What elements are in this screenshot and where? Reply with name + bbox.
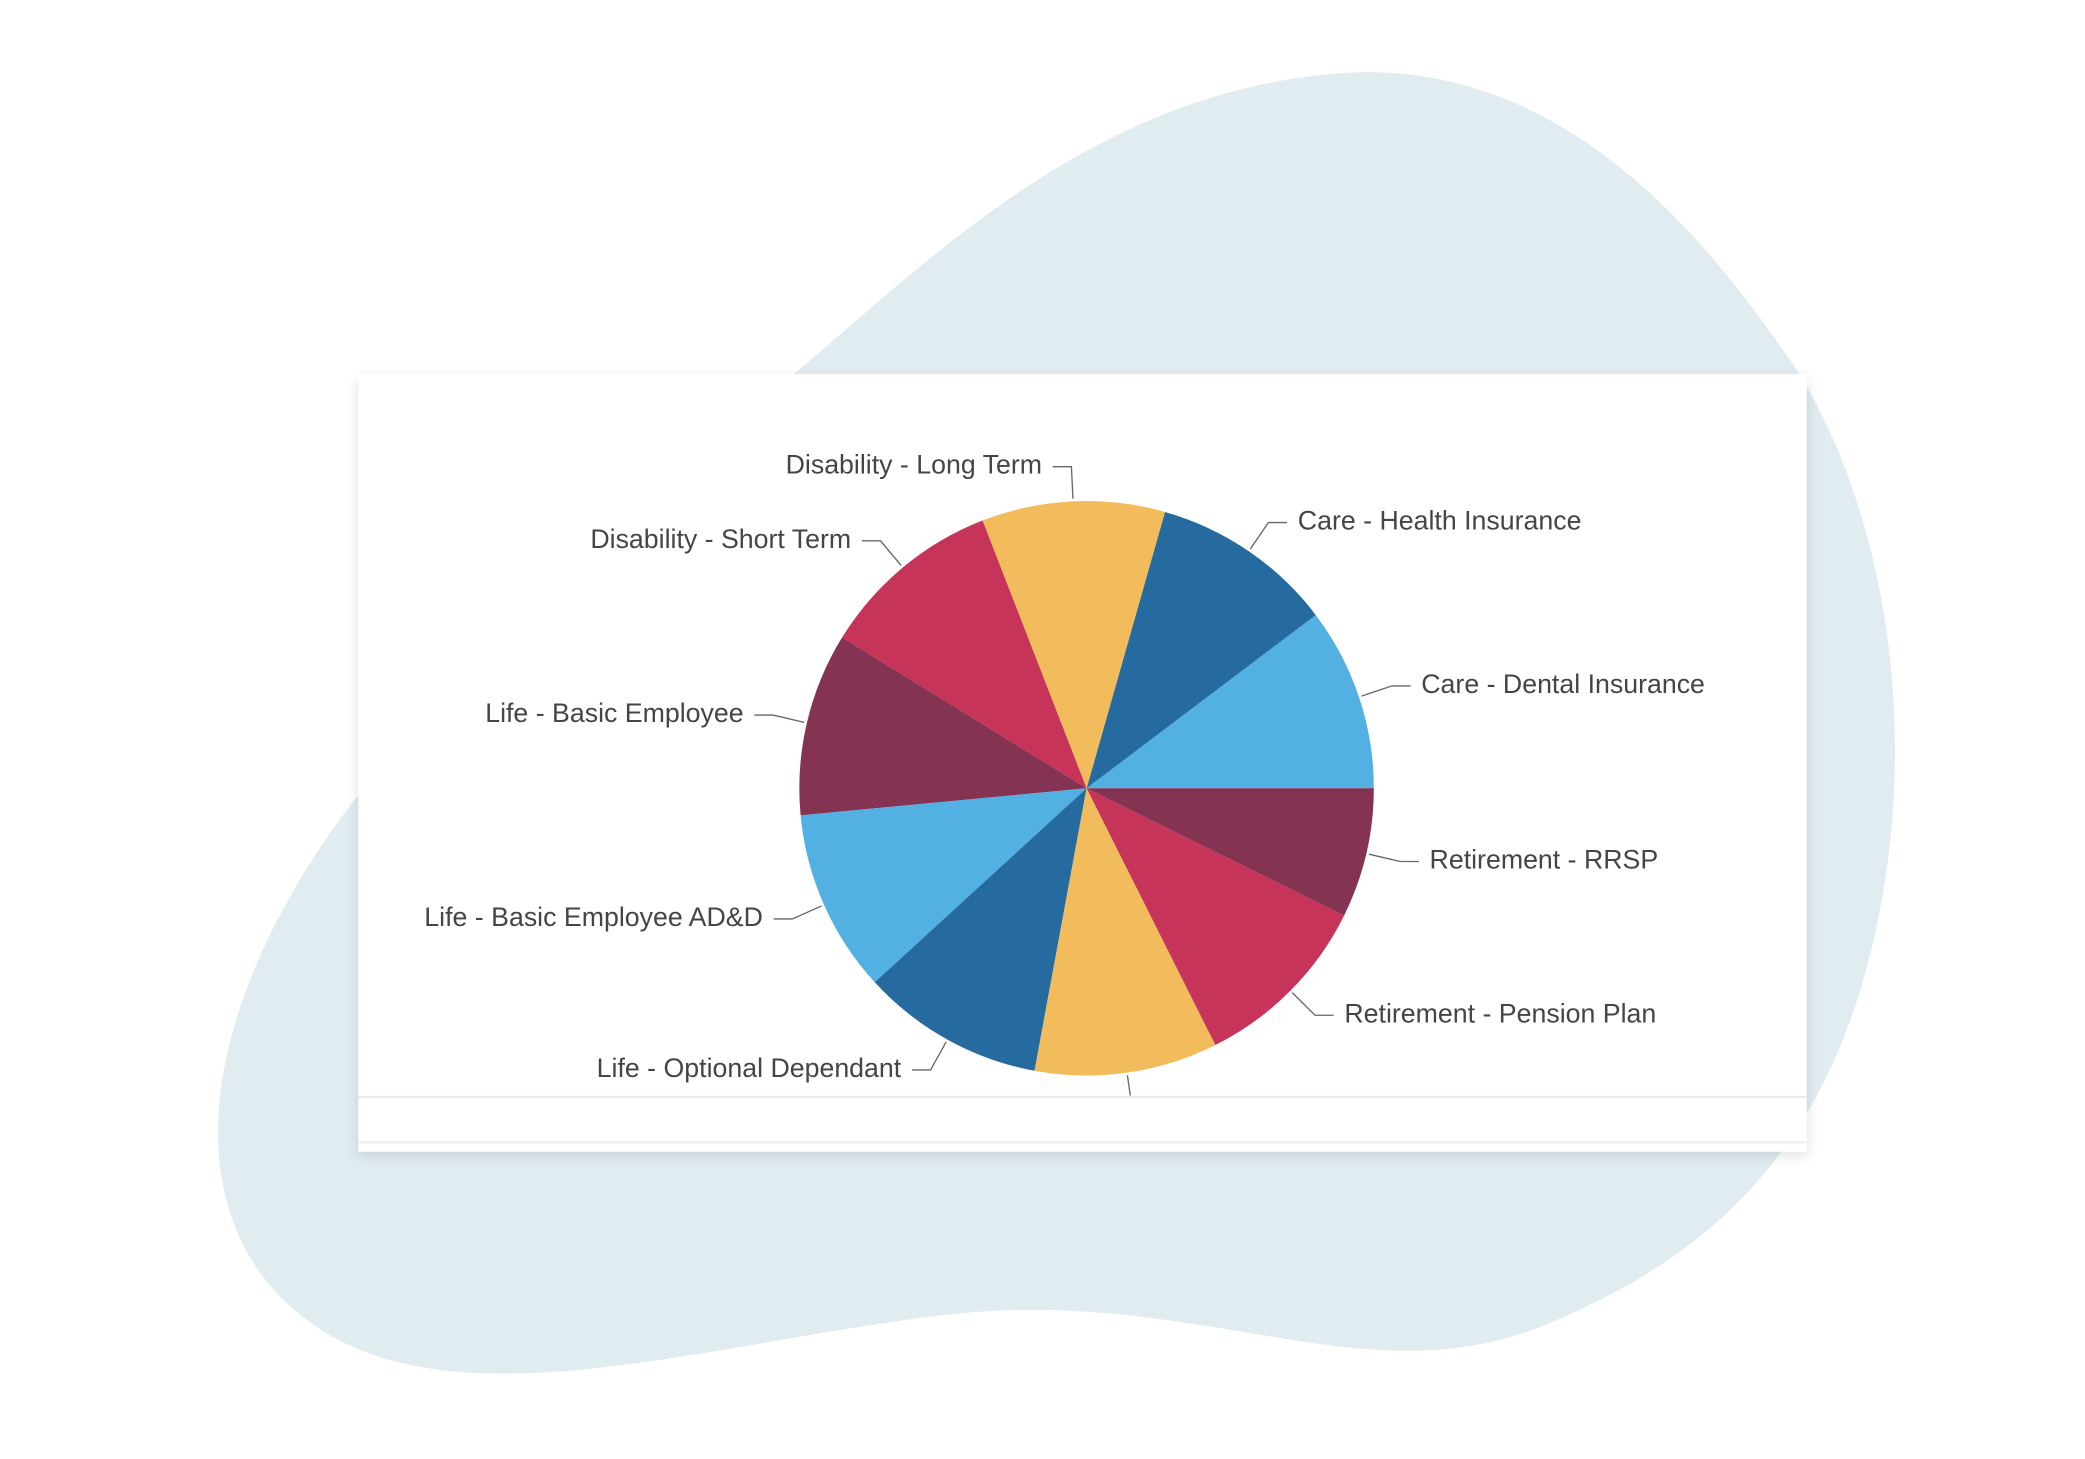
slice-label: Retirement - Pension Plan — [1344, 998, 1656, 1028]
pie-slice — [1086, 615, 1374, 789]
leader-line — [1361, 685, 1411, 697]
pie-slice — [1086, 788, 1374, 916]
plot-area: Care - Dental Insurance Care - Health Ins… — [424, 450, 1705, 1096]
pie-slice — [1086, 511, 1316, 789]
slice-label: Life - Basic Employee AD&D — [424, 902, 763, 932]
slice-label: Care - Health Insurance — [1298, 506, 1582, 536]
leader-line — [911, 1041, 947, 1071]
leader-line — [773, 905, 822, 920]
pie-slice — [1034, 788, 1216, 1076]
slice-label: Disability - Short Term — [590, 524, 851, 554]
leader-line — [754, 714, 805, 724]
pie-slice — [982, 501, 1165, 789]
pie-slice — [874, 788, 1087, 1071]
slice-label: Care - Dental Insurance — [1421, 669, 1705, 699]
leader-line — [861, 540, 902, 566]
leader-line — [1249, 521, 1288, 550]
leader-line — [1291, 992, 1334, 1016]
pie-slice — [799, 637, 1087, 816]
leader-line — [1052, 465, 1074, 499]
pie-slice — [1086, 788, 1345, 1046]
pie-slice — [800, 788, 1087, 983]
leader-line — [1368, 853, 1419, 863]
slice-label: Life - Basic Employee — [485, 698, 743, 728]
slice-label: Disability - Long Term — [786, 450, 1042, 480]
leader-line — [1126, 1075, 1132, 1096]
slice-label: Life - Optional Dependant — [597, 1053, 902, 1083]
slice-label: Retirement - RRSP — [1430, 845, 1659, 875]
pie-slice — [842, 520, 1087, 789]
